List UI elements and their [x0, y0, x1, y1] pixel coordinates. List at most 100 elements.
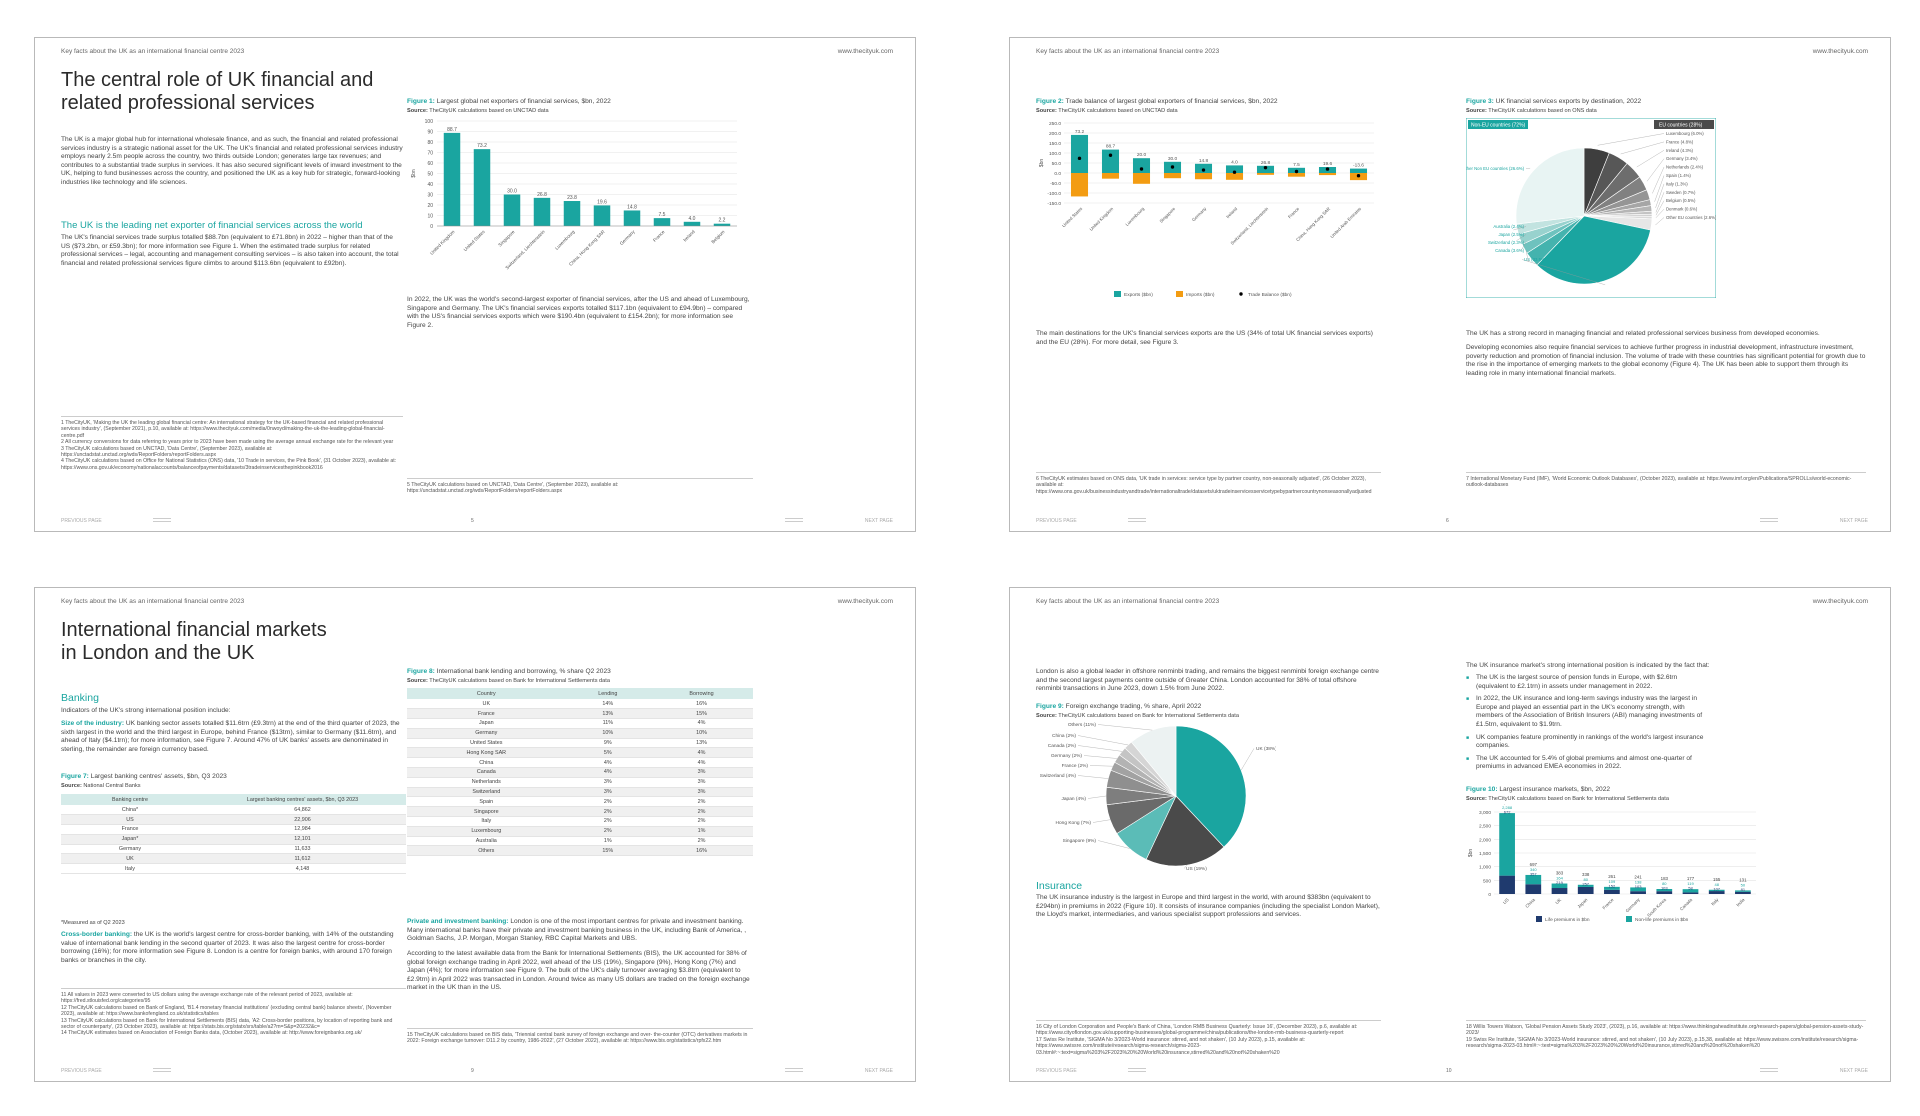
table-cell: Netherlands [407, 777, 566, 788]
table-row: China 4% 4% [407, 757, 753, 769]
bar-life [1656, 891, 1673, 894]
data-label: 30.0 [507, 189, 517, 195]
figure-1-source: Source: TheCityUK calculations based on … [407, 108, 549, 114]
bar [533, 197, 551, 226]
header-url[interactable]: www.thecityuk.com [1812, 598, 1868, 605]
title-line-1: The central role of UK financial and [61, 69, 374, 91]
size-paragraph: Size of the industry: UK banking sector … [61, 720, 406, 754]
table-cell: 11,612 [199, 853, 406, 865]
table-cell: 15% [565, 845, 651, 857]
table-cell: Hong Kong SAR [407, 747, 566, 759]
menu-icon[interactable] [1128, 518, 1146, 522]
table-cell: Canada [407, 767, 566, 778]
y-tick-label: 1,500 [1479, 851, 1491, 857]
figure-9-source: Source: TheCityUK calculations based on … [1036, 713, 1239, 719]
previous-page-link[interactable]: PREVIOUS PAGE [61, 1068, 102, 1074]
table-row: Others 15% 16% [407, 845, 753, 857]
leader-line [1655, 192, 1665, 213]
non-life-label: 80 [1662, 881, 1667, 886]
slice-label: Switzerland (2.3%) [1488, 240, 1525, 245]
bar-non-life [1630, 887, 1646, 892]
previous-page-link[interactable]: PREVIOUS PAGE [1036, 518, 1077, 524]
trade-balance-marker [1232, 170, 1237, 174]
source-label: Source: [1466, 108, 1487, 114]
data-label: 19.6 [1323, 161, 1333, 167]
cross-border-paragraph: Cross-border banking: the UK is the worl… [61, 931, 406, 965]
header-url[interactable]: www.thecityuk.com [837, 48, 893, 55]
figure-3-title: Figure 3: UK financial services exports … [1466, 98, 1641, 105]
table-row: Germany 11,633 [61, 844, 406, 855]
y-tick-label: 30 [427, 193, 433, 199]
source-text: TheCityUK calculations based on Bank for… [1486, 796, 1669, 802]
figure-label: Figure 1: [407, 98, 435, 105]
group-header [1654, 120, 1714, 129]
bar-non-life [1525, 874, 1542, 885]
previous-page-link[interactable]: PREVIOUS PAGE [61, 518, 102, 524]
figure-label: Figure 8: [407, 668, 435, 675]
leader-line [1636, 150, 1665, 168]
y-tick-label: 2,500 [1479, 824, 1491, 830]
total-label: 697 [1530, 862, 1538, 867]
menu-icon[interactable] [1760, 1068, 1778, 1072]
footnote: 5 TheCityUK calculations based on UNCTAD… [407, 482, 619, 495]
x-tick-label: Singapore [497, 229, 516, 248]
trade-balance-marker [1201, 168, 1206, 172]
table-cell: 2% [650, 836, 753, 847]
slice-label: Canada (3.6%) [1495, 248, 1524, 253]
next-page-link[interactable]: NEXT PAGE [1839, 518, 1868, 524]
leader-line [1240, 748, 1255, 771]
menu-icon[interactable] [153, 1068, 171, 1072]
leader-line [1516, 234, 1527, 241]
menu-icon[interactable] [785, 1068, 803, 1072]
menu-icon[interactable] [1128, 1068, 1146, 1072]
title-line-1: International financial markets [61, 619, 327, 641]
previous-page-link[interactable]: PREVIOUS PAGE [1036, 1068, 1077, 1074]
source-text: TheCityUK calculations based on UNCTAD d… [427, 108, 549, 114]
pie-slice [1130, 725, 1177, 797]
next-page-link[interactable]: NEXT PAGE [864, 518, 893, 524]
table-cell: US [61, 814, 199, 826]
menu-icon[interactable] [1760, 518, 1778, 522]
menu-icon[interactable] [785, 518, 803, 522]
next-page-link[interactable]: NEXT PAGE [1839, 1068, 1868, 1074]
column-header: Lending [565, 688, 651, 699]
header-url[interactable]: www.thecityuk.com [837, 598, 893, 605]
page-header: Key facts about the UK as an internation… [1036, 598, 1868, 605]
table-row: China* 64,862 [61, 805, 406, 816]
y-tick-label: 70 [427, 151, 433, 157]
table-cell: 4% [565, 767, 651, 778]
footnotes-right: 15 TheCityUK calculations based on BIS d… [407, 1028, 753, 1045]
trade-balance-marker [1356, 174, 1361, 178]
page-9: Key facts about the UK as an internation… [34, 587, 916, 1082]
x-tick-label: Luxembourg [1124, 206, 1145, 227]
header-url[interactable]: www.thecityuk.com [1812, 48, 1868, 55]
bar-non-life [1577, 884, 1594, 887]
table-cell: 2% [565, 816, 651, 827]
figure-caption: UK financial services exports by destina… [1493, 98, 1642, 105]
next-page-link[interactable]: NEXT PAGE [864, 1068, 893, 1074]
table-cell: Italy [61, 863, 199, 875]
trade-balance-marker [1077, 156, 1082, 161]
x-tick-label: United Kingdom [1089, 206, 1115, 232]
source-text: TheCityUK calculations based on Bank for… [1056, 713, 1239, 719]
y-tick-label: 50 [427, 172, 433, 178]
header-title: Key facts about the UK as an internation… [61, 598, 245, 605]
leader-line [1077, 775, 1109, 779]
table-row: Hong Kong SAR 5% 4% [407, 747, 753, 759]
life-label: 152 [1609, 883, 1616, 888]
figure-7-table: Banking centre Largest banking centres' a… [61, 794, 406, 875]
non-life-label: 164 [1556, 876, 1563, 881]
leader-line [1646, 158, 1665, 182]
trade-balance-marker [1294, 169, 1299, 174]
data-label: 7.5 [1293, 162, 1300, 168]
y-tick-label: 0 [1488, 892, 1491, 898]
bar-exports [1256, 165, 1275, 173]
table-cell: 16% [650, 845, 753, 857]
menu-icon[interactable] [153, 518, 171, 522]
table-cell: 11,633 [199, 844, 406, 855]
page-footer: PREVIOUS PAGE 6 NEXT PAGE [1036, 518, 1868, 524]
y-tick-label: 40 [427, 182, 433, 188]
renminbi-paragraph: London is also a global leader in offsho… [1036, 668, 1379, 693]
header-title: Key facts about the UK as an internation… [61, 48, 245, 55]
slice-label: Spain (1.4%) [1666, 173, 1691, 178]
